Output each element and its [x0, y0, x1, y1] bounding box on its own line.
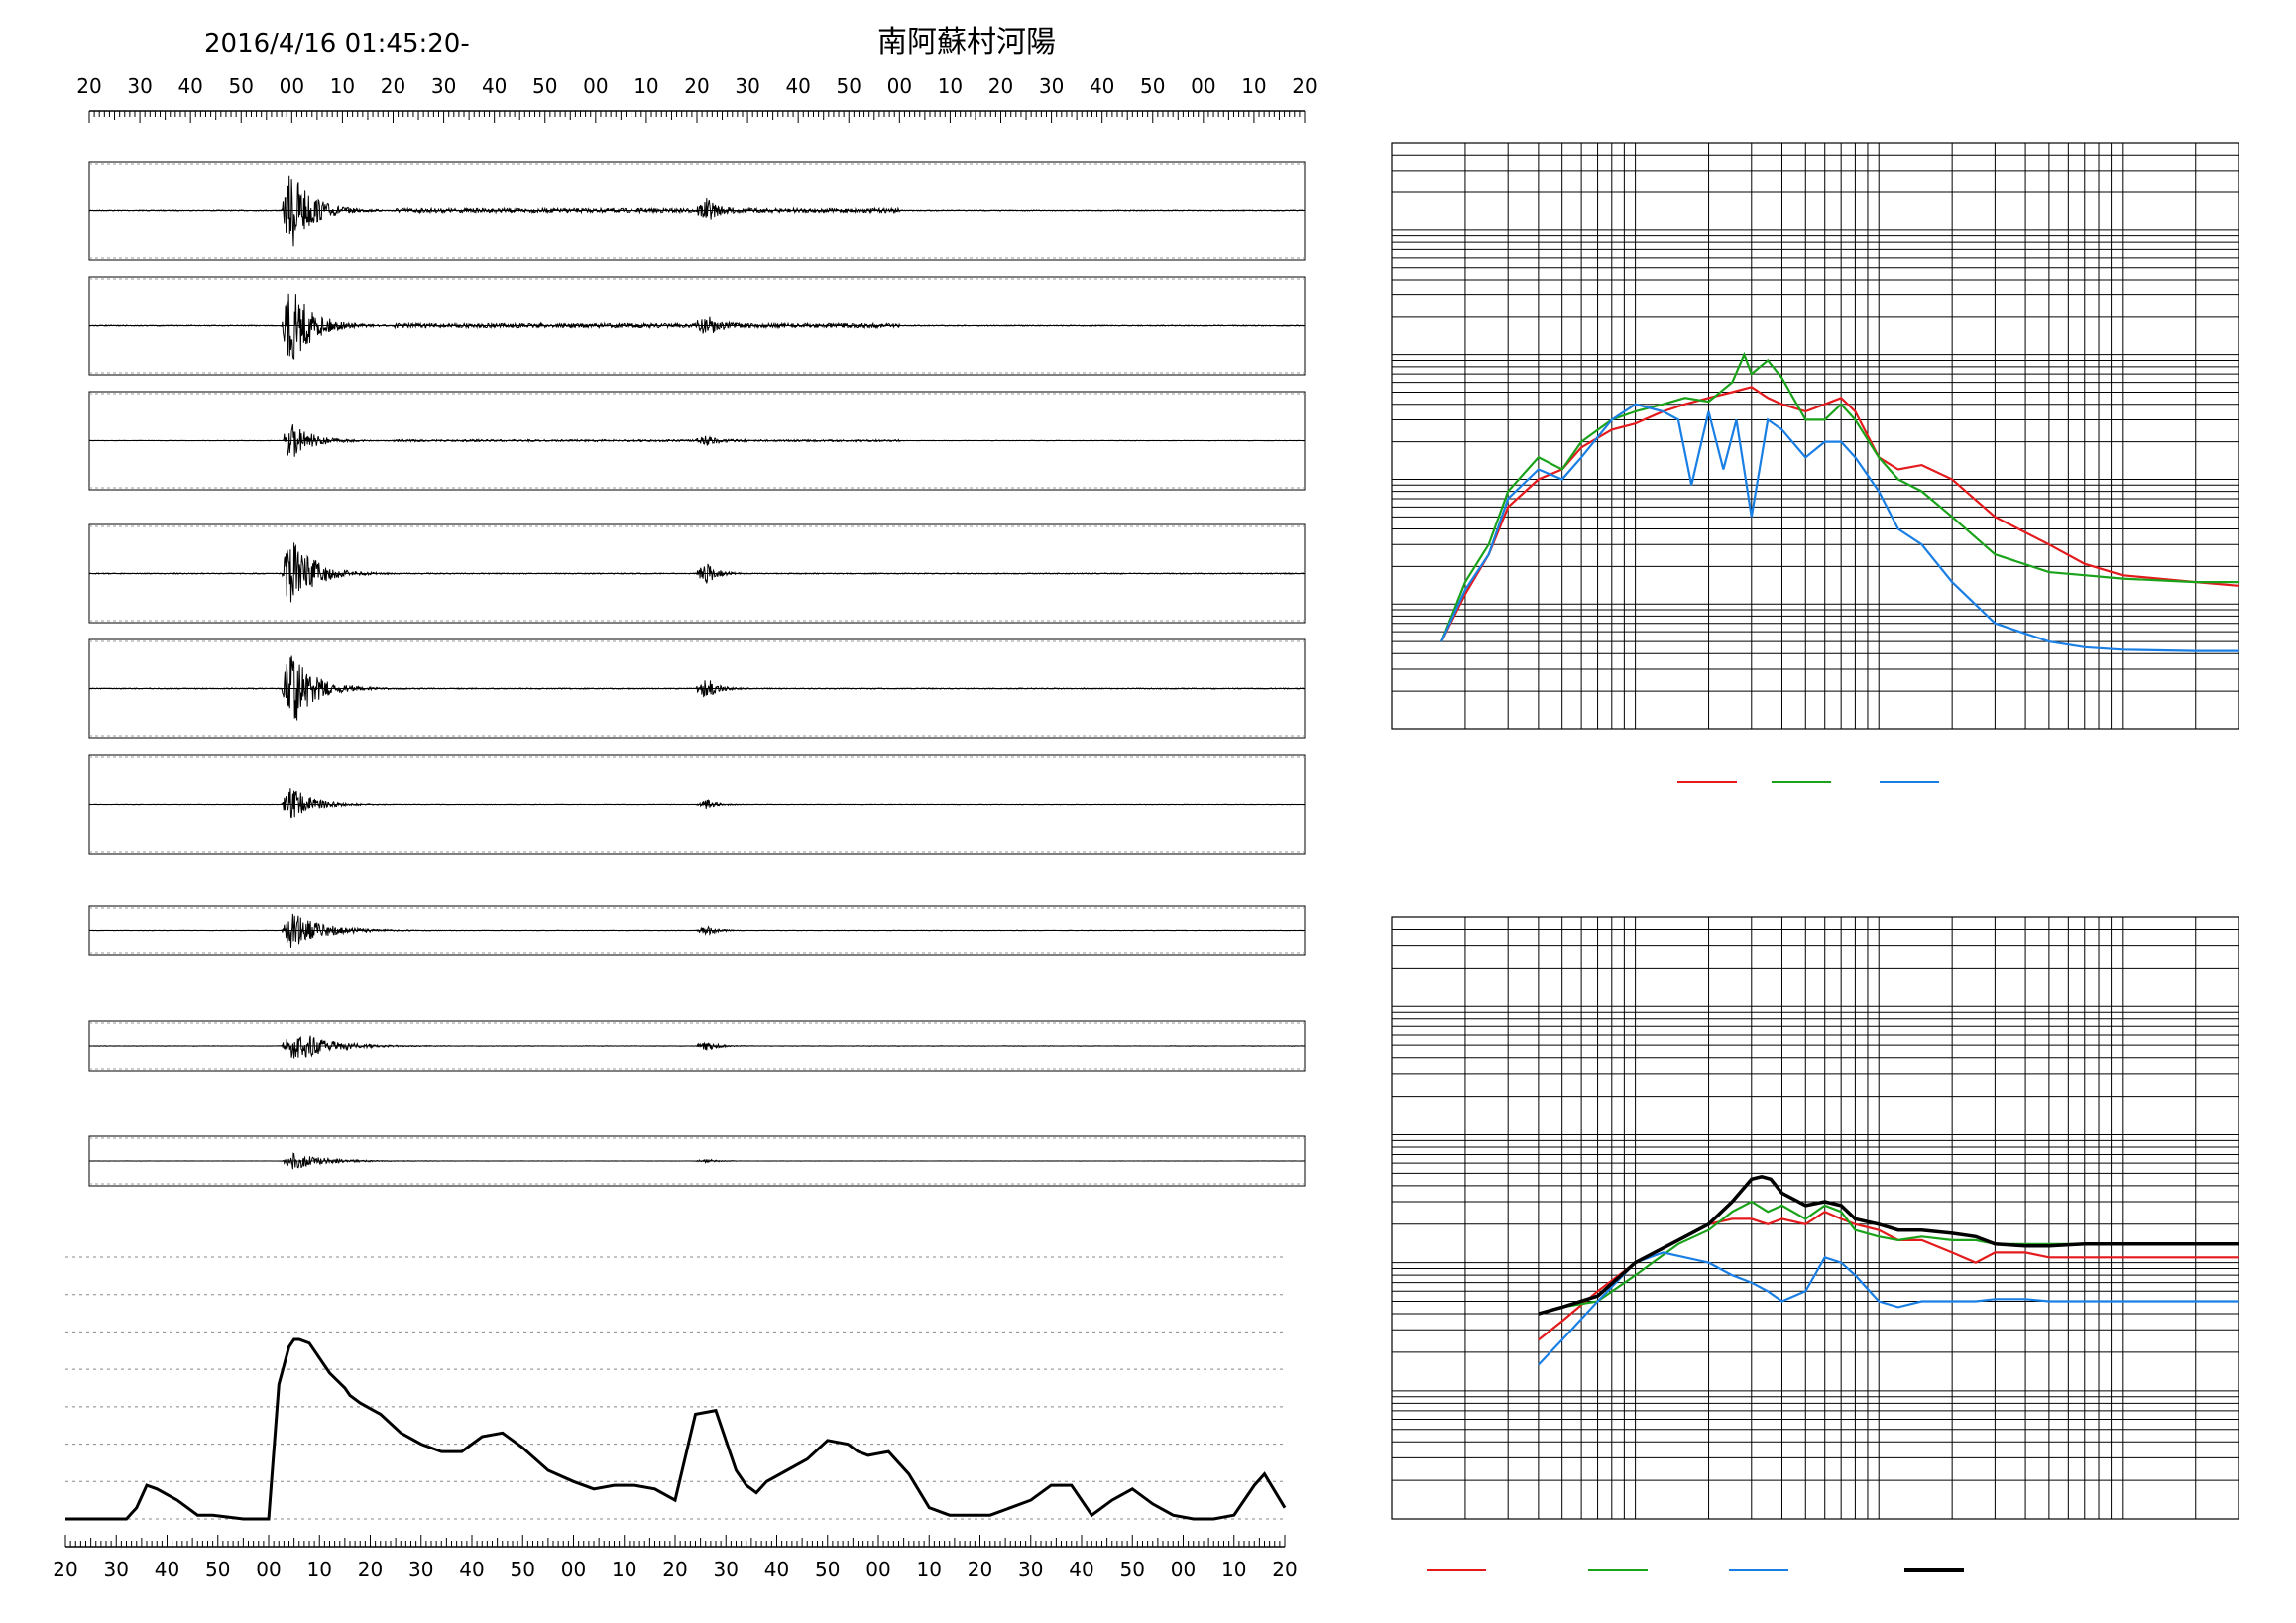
waveform-trace — [88, 424, 1305, 457]
time-ruler-tick-label: 20 — [381, 74, 405, 98]
response-series-ew — [1538, 1200, 2239, 1316]
time-ruler-tick-label: 50 — [1140, 74, 1165, 98]
intensity-time-ruler-tick-label: 30 — [408, 1558, 433, 1581]
time-ruler-tick-label: 30 — [1039, 74, 1064, 98]
time-ruler-tick-label: 40 — [785, 74, 810, 98]
seismogram-panel — [88, 391, 1306, 491]
intensity-time-ruler-tick-label: 10 — [612, 1558, 636, 1581]
time-ruler-tick-label: 10 — [1241, 74, 1266, 98]
intensity-time-ruler-tick-label: 20 — [53, 1558, 77, 1581]
waveform-trace — [88, 1152, 1305, 1170]
intensity-time-ruler-tick-label: 50 — [1120, 1558, 1145, 1581]
intensity-time-ruler-tick-label: 50 — [511, 1558, 535, 1581]
time-ruler-tick-label: 20 — [988, 74, 1013, 98]
seismogram-panel — [88, 1135, 1306, 1187]
intensity-time-ruler-tick-label: 30 — [1018, 1558, 1043, 1581]
intensity-time-ruler-tick-label: 30 — [714, 1558, 739, 1581]
intensity-time-ruler-tick-label: 00 — [256, 1558, 281, 1581]
time-ruler-tick-label: 00 — [280, 74, 304, 98]
fourier-series-ud — [1440, 403, 2239, 652]
intensity-time-ruler-tick-label: 20 — [968, 1558, 992, 1581]
seismogram-panel — [88, 754, 1306, 855]
seismogram-panel — [88, 161, 1306, 261]
record-datetime: 2016/4/16 01:45:20- — [204, 29, 470, 58]
intensity-time-ruler-tick-label: 40 — [764, 1558, 789, 1581]
time-ruler-tick-label: 50 — [837, 74, 861, 98]
intensity-time-ruler-tick-label: 00 — [865, 1558, 890, 1581]
intensity-chart: 20 30 40 50 00 10 20 30 40 50 00 10 20 30 40 50 00 10 20 30… — [53, 1256, 1298, 1581]
intensity-time-ruler-tick-label: 10 — [307, 1558, 332, 1581]
time-ruler-tick-label: 10 — [633, 74, 658, 98]
waveform-trace — [89, 542, 1305, 603]
time-ruler-tick-label: 40 — [177, 74, 202, 98]
time-ruler-tick-label: 30 — [735, 74, 759, 98]
intensity-time-ruler-tick-label: 00 — [561, 1558, 586, 1581]
intensity-time-ruler-tick-label: 30 — [104, 1558, 129, 1581]
response-series-ud — [1538, 1251, 2239, 1366]
time-ruler-tick-label: 50 — [532, 74, 557, 98]
intensity-time-ruler-tick-label: 40 — [459, 1558, 484, 1581]
waveform-trace — [88, 655, 1305, 721]
time-ruler-tick-label: 20 — [76, 74, 101, 98]
intensity-time-ruler-tick-label: 20 — [1272, 1558, 1297, 1581]
intensity-time-ruler-tick-label: 10 — [1221, 1558, 1246, 1581]
waveform-trace — [88, 1035, 1305, 1059]
intensity-time-ruler-tick-label: 20 — [662, 1558, 687, 1581]
waveform-trace — [88, 175, 1305, 247]
intensity-time-ruler-tick-label: 50 — [815, 1558, 840, 1581]
seismogram-panel — [88, 1020, 1306, 1072]
time-ruler-tick-label: 30 — [431, 74, 456, 98]
response-series-horizon — [1538, 1174, 2239, 1316]
intensity-time-ruler-tick-label: 50 — [205, 1558, 230, 1581]
fourier-plot-frame — [1391, 142, 2239, 730]
fourier-series-ew — [1440, 351, 2239, 642]
intensity-time-ruler-tick-label: 40 — [1069, 1558, 1093, 1581]
fourier-series-ns — [1440, 386, 2239, 642]
intensity-time-ruler-tick-label: 10 — [917, 1558, 942, 1581]
intensity-time-ruler-tick-label: 20 — [358, 1558, 383, 1581]
time-ruler-tick-label: 00 — [583, 74, 608, 98]
time-ruler-tick-label: 20 — [1292, 74, 1317, 98]
time-ruler-tick-label: 50 — [229, 74, 254, 98]
time-ruler-tick-label: 20 — [684, 74, 709, 98]
waveform-trace — [88, 293, 1305, 360]
seismogram-panel — [88, 523, 1306, 624]
time-ruler-tick-label: 10 — [938, 74, 963, 98]
waveform-trace — [88, 788, 1305, 819]
intensity-time-ruler-tick-label: 00 — [1171, 1558, 1196, 1581]
time-ruler-tick-label: 00 — [887, 74, 912, 98]
time-ruler-tick-label: 30 — [127, 74, 152, 98]
seismogram-panel — [88, 638, 1306, 739]
seismogram-panel — [88, 905, 1306, 956]
fourier-spectrum-chart — [1391, 142, 2239, 783]
intensity-series-line — [65, 1337, 1287, 1521]
time-ruler-tick-label: 10 — [330, 74, 355, 98]
time-ruler-tick-label: 40 — [482, 74, 507, 98]
waveform-trace — [89, 913, 1305, 948]
time-ruler-tick-label: 00 — [1191, 74, 1215, 98]
seismogram-panels: 20 30 40 50 00 10 20 30 40 50 00 10 20 30 40 50 00 10 20 30… — [76, 74, 1318, 1187]
seismogram-panel — [88, 276, 1306, 376]
intensity-time-ruler-tick-label: 40 — [155, 1558, 179, 1581]
time-ruler-tick-label: 40 — [1090, 74, 1114, 98]
station-name: 南阿蘇村河陽 — [877, 25, 1056, 59]
response-spectrum-chart — [1391, 916, 2239, 1572]
